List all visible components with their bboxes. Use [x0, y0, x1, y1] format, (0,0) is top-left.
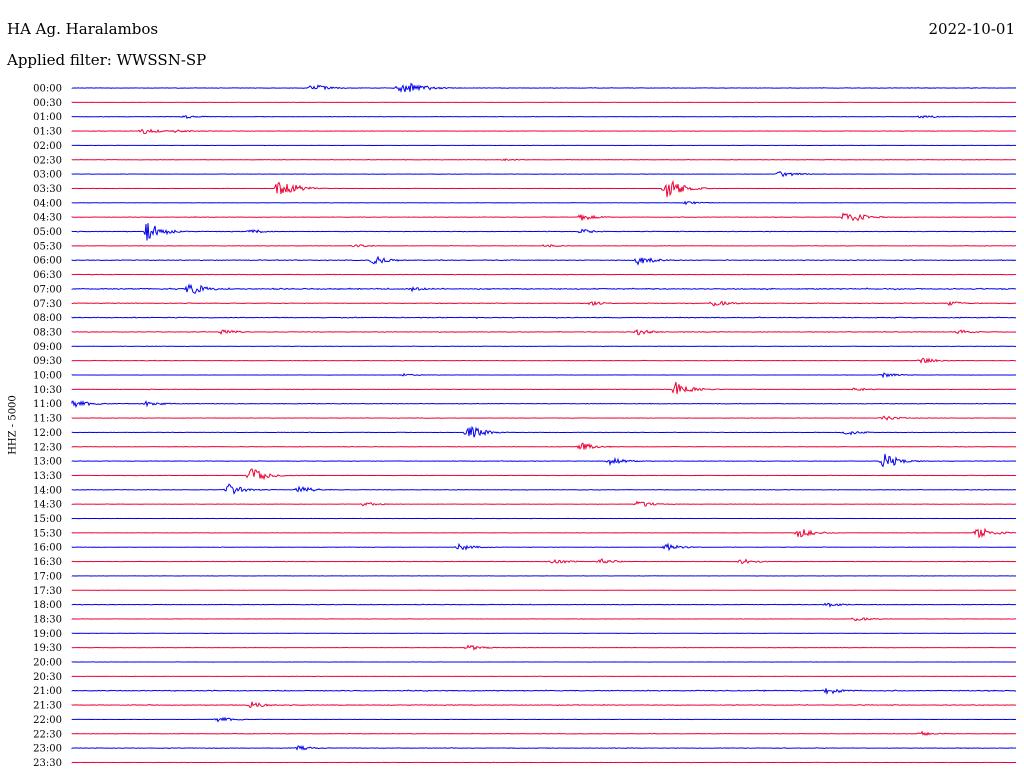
seismic-trace [71, 483, 1017, 495]
time-label: 12:00 [33, 428, 62, 439]
seismic-trace [71, 300, 1017, 307]
time-label: 15:00 [33, 514, 62, 525]
time-label: 19:30 [33, 643, 62, 654]
time-label: 23:30 [33, 758, 62, 769]
seismic-trace [71, 745, 1017, 751]
time-label: 16:00 [33, 543, 62, 554]
seismic-trace [71, 179, 1017, 198]
seismic-trace [71, 425, 1017, 438]
time-label: 21:00 [33, 686, 62, 697]
seismic-trace [71, 128, 1017, 135]
seismic-trace [71, 114, 1017, 120]
seismic-trace [71, 381, 1017, 395]
time-label: 05:00 [33, 227, 62, 238]
seismic-trace [71, 542, 1017, 552]
time-label: 09:30 [33, 356, 62, 367]
time-label: 04:00 [33, 198, 62, 209]
time-label: 19:00 [33, 629, 62, 640]
time-label: 22:30 [33, 729, 62, 740]
time-label: 14:30 [33, 500, 62, 511]
time-label: 12:30 [33, 442, 62, 453]
seismic-trace [71, 316, 1017, 319]
time-label: 04:30 [33, 213, 62, 224]
time-label: 18:00 [33, 600, 62, 611]
time-label: 17:30 [33, 586, 62, 597]
seismic-trace [71, 212, 1017, 222]
time-label: 07:30 [33, 299, 62, 310]
time-label: 05:30 [33, 241, 62, 252]
filter-label: Applied filter: WWSSN-SP [7, 51, 207, 69]
seismic-trace [71, 158, 1017, 162]
time-label: 17:00 [33, 571, 62, 582]
seismic-trace [71, 527, 1017, 539]
seismic-trace [71, 558, 1017, 565]
time-label: 02:00 [33, 141, 62, 152]
time-label: 00:00 [33, 84, 62, 95]
time-label: 23:00 [33, 744, 62, 755]
time-label: 09:00 [33, 342, 62, 353]
seismic-trace [71, 255, 1017, 266]
seismic-trace [71, 357, 1017, 364]
time-label: 10:00 [33, 371, 62, 382]
seismic-trace [71, 701, 1017, 709]
seismic-trace [71, 442, 1017, 451]
time-label: 01:30 [33, 127, 62, 138]
seismic-trace [71, 644, 1017, 651]
seismic-trace [71, 730, 1017, 737]
date-label: 2022-10-01 [928, 20, 1015, 38]
seismic-trace [71, 200, 1016, 206]
seismic-trace [71, 688, 1017, 696]
station-title: HA Ag. Haralambos [7, 20, 159, 38]
seismic-trace [71, 400, 1017, 409]
seismic-trace [71, 345, 1017, 348]
time-label: 15:30 [33, 528, 62, 539]
seismic-trace [71, 468, 1017, 481]
time-label: 14:00 [33, 485, 62, 496]
seismic-trace [71, 500, 1017, 507]
time-label: 06:00 [33, 256, 62, 267]
seismic-trace [71, 283, 1017, 294]
time-label: 03:30 [33, 184, 62, 195]
seismic-trace [71, 82, 1017, 93]
time-label: 18:30 [33, 614, 62, 625]
seismic-trace [71, 415, 1017, 421]
time-label: 11:30 [33, 414, 62, 425]
seismic-trace [71, 602, 1017, 608]
time-label: 08:00 [33, 313, 62, 324]
time-label: 13:30 [33, 471, 62, 482]
time-label: 08:30 [33, 327, 62, 338]
seismic-trace [71, 328, 1017, 336]
seismic-trace [71, 244, 1017, 248]
seismic-trace [71, 617, 1017, 622]
time-label: 13:00 [33, 457, 62, 468]
time-label: 22:00 [33, 715, 62, 726]
seismic-trace [71, 372, 1017, 379]
seismic-trace [71, 453, 1017, 468]
time-label: 07:00 [33, 284, 62, 295]
time-label: 03:00 [33, 170, 62, 181]
time-label: 21:30 [33, 701, 62, 712]
seismic-trace [71, 170, 1017, 178]
time-label: 16:30 [33, 557, 62, 568]
time-label: 06:30 [33, 270, 62, 281]
time-label: 11:00 [33, 399, 62, 410]
time-label: 10:30 [33, 385, 62, 396]
seismic-trace [71, 273, 1017, 276]
seismic-trace [71, 716, 1017, 723]
time-label: 20:30 [33, 672, 62, 683]
time-label: 00:30 [33, 98, 62, 109]
time-label: 02:30 [33, 155, 62, 166]
time-label: 20:00 [33, 658, 62, 669]
seismic-trace [71, 223, 1017, 241]
time-label: 01:00 [33, 112, 62, 123]
